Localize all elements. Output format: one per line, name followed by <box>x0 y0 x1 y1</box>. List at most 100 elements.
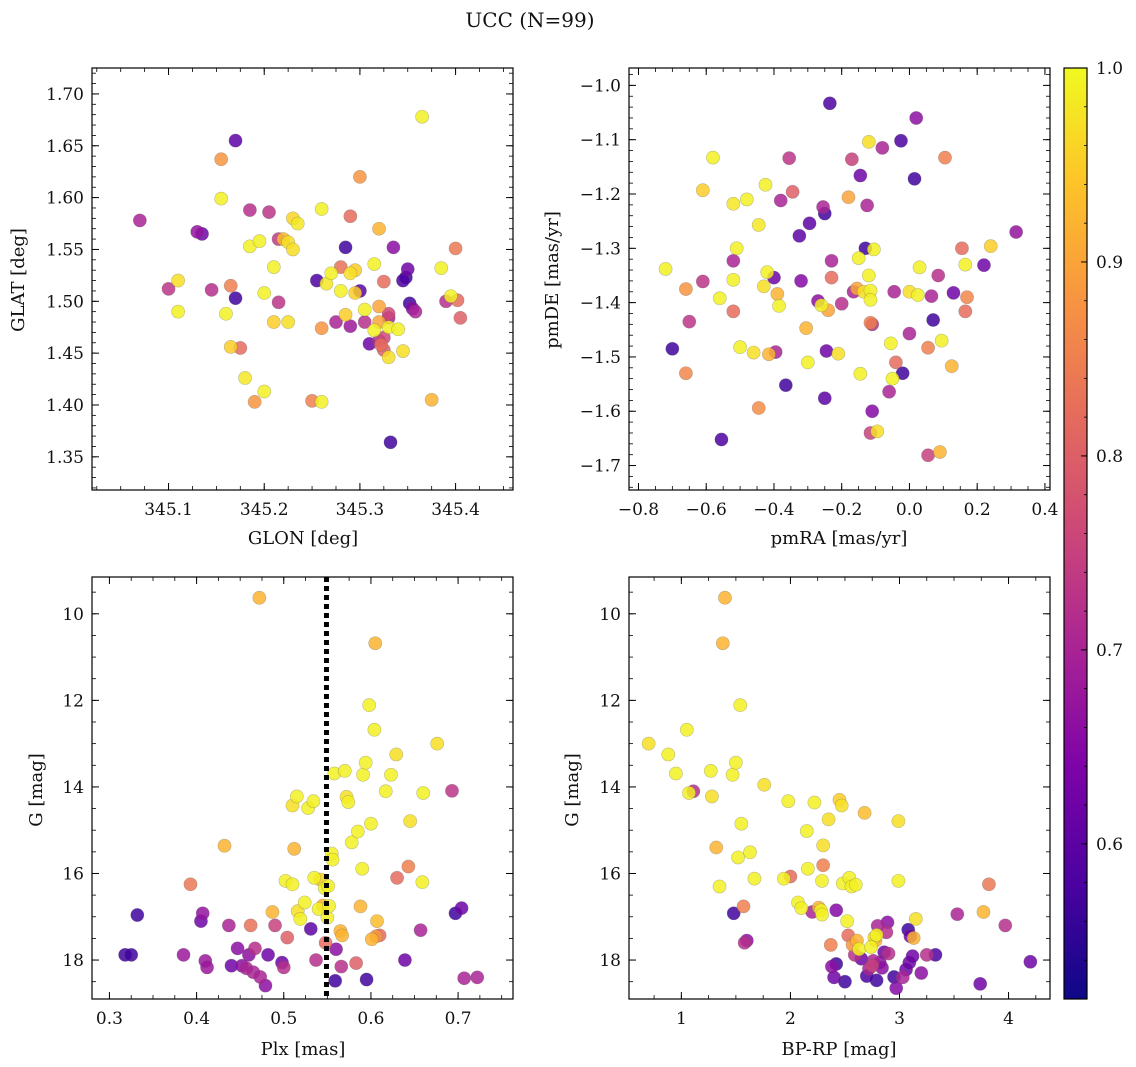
data-point <box>891 814 906 829</box>
data-point <box>758 177 773 192</box>
data-point <box>334 959 349 974</box>
data-point <box>1023 954 1038 969</box>
colorbar-tick-label: 0.7 <box>1096 641 1123 661</box>
data-point <box>228 291 243 306</box>
y-tick-label: 18 <box>599 951 621 971</box>
data-point <box>682 786 696 800</box>
data-point <box>161 281 176 296</box>
colorbar-tick-label: 0.9 <box>1096 253 1123 273</box>
data-point <box>998 918 1013 933</box>
data-point <box>907 171 922 186</box>
data-point <box>725 767 740 782</box>
data-point <box>729 241 744 256</box>
data-point <box>221 918 236 933</box>
data-point <box>130 908 145 922</box>
y-tick-label: −1.6 <box>580 402 621 422</box>
data-point <box>909 111 924 125</box>
x-tick-label: 0.2 <box>964 500 991 520</box>
data-point <box>782 151 797 166</box>
data-point <box>714 432 729 447</box>
y-tick-label: 10 <box>62 605 84 625</box>
x-tick-label: −0.8 <box>618 500 659 520</box>
data-point <box>816 838 831 853</box>
data-point <box>343 209 358 224</box>
data-point <box>933 445 947 459</box>
data-point <box>214 152 229 167</box>
data-point <box>367 323 382 338</box>
data-point <box>214 191 229 206</box>
data-point <box>815 873 829 888</box>
y-axis-label: GLAT [deg] <box>8 228 29 332</box>
x-tick-label: 3 <box>894 1009 905 1029</box>
data-point <box>853 366 868 381</box>
data-point <box>834 798 849 813</box>
data-point <box>794 901 809 916</box>
data-point <box>712 879 727 894</box>
data-point <box>338 307 353 322</box>
data-point <box>731 850 745 865</box>
data-point <box>865 404 880 419</box>
data-point <box>344 835 359 850</box>
data-point <box>726 253 741 268</box>
data-point <box>857 805 872 820</box>
data-point <box>376 274 391 289</box>
y-tick-label: 1.35 <box>46 448 84 468</box>
data-point <box>869 928 884 942</box>
data-point <box>195 906 210 921</box>
data-point <box>307 870 322 885</box>
data-point <box>355 861 370 876</box>
data-point <box>726 906 741 921</box>
data-point <box>760 265 775 280</box>
data-point <box>368 636 383 651</box>
data-point <box>261 947 275 962</box>
data-point <box>761 347 776 362</box>
x-tick-label: 0.7 <box>445 1009 472 1029</box>
data-point <box>734 816 749 831</box>
data-point <box>384 767 398 782</box>
data-point <box>190 224 205 239</box>
x-tick-label: 0.3 <box>96 1009 123 1029</box>
data-point <box>200 960 214 975</box>
data-point <box>934 333 949 348</box>
data-point <box>861 268 876 283</box>
data-point <box>341 795 356 809</box>
data-point <box>800 861 815 876</box>
y-axis-label: G [mag] <box>562 753 583 826</box>
data-point <box>415 109 430 124</box>
data-point <box>931 268 946 283</box>
x-tick-label: 4 <box>1003 1009 1014 1029</box>
data-point <box>814 298 829 313</box>
data-point <box>919 947 934 962</box>
data-point <box>281 315 296 329</box>
data-point <box>338 240 353 255</box>
data-point <box>353 169 367 184</box>
data-point <box>679 282 693 296</box>
x-tick-label: 2 <box>785 1009 796 1029</box>
x-tick-label: 0.4 <box>183 1009 210 1029</box>
data-point <box>733 340 747 355</box>
data-point <box>364 816 378 831</box>
y-tick-label: 1.65 <box>46 137 84 157</box>
data-point <box>844 152 859 167</box>
data-point <box>726 196 741 211</box>
data-point <box>865 958 880 973</box>
data-point <box>921 448 935 463</box>
data-point <box>398 953 412 967</box>
colorbar-tick-label: 1.0 <box>1096 59 1123 79</box>
data-point <box>824 270 839 285</box>
x-tick-label: 345.3 <box>336 500 385 520</box>
data-point <box>792 228 807 243</box>
data-point <box>817 391 832 406</box>
data-point <box>823 937 838 952</box>
data-point <box>853 168 868 183</box>
data-point <box>866 242 881 257</box>
data-point <box>976 905 991 919</box>
data-point <box>751 218 766 232</box>
data-point <box>358 755 373 770</box>
data-point <box>834 296 849 311</box>
data-point <box>171 304 186 319</box>
data-point <box>262 205 276 220</box>
data-point <box>658 262 673 276</box>
data-point <box>430 736 445 751</box>
data-point <box>885 371 900 386</box>
